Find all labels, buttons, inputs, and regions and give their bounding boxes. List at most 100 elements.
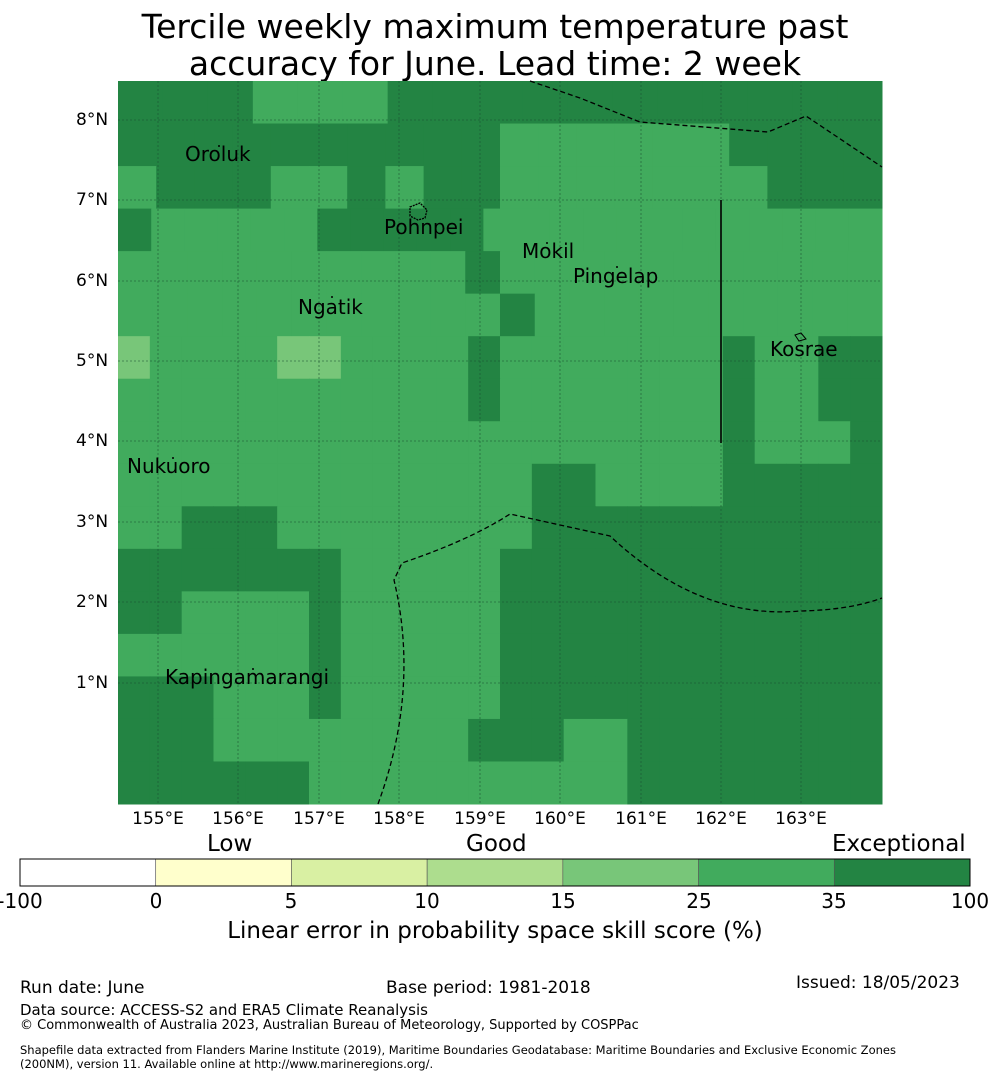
skill-cell: [340, 378, 374, 422]
skill-cell: [743, 251, 779, 295]
skill-cell: [500, 506, 533, 550]
colorbar-tick-label: 10: [414, 889, 440, 913]
skill-cell: [659, 761, 692, 805]
skill-cell: [340, 548, 374, 592]
skill-cell: [270, 123, 310, 167]
atoll-dot-icon: [616, 266, 618, 268]
skill-cell: [563, 421, 596, 465]
skill-cell: [595, 591, 628, 635]
skill-cell: [576, 166, 616, 210]
skill-cell: [818, 506, 851, 550]
skill-cell: [181, 633, 214, 677]
skill-cell: [245, 506, 278, 550]
skill-cell: [747, 81, 793, 125]
skill-cell: [708, 251, 744, 295]
skill-cell: [483, 208, 518, 252]
skill-cell: [118, 591, 151, 635]
skill-cell: [468, 506, 501, 550]
skill-cell: [181, 421, 214, 465]
skill-cell: [404, 336, 437, 380]
place-label-mokil: Mokil: [522, 239, 575, 263]
skill-cell: [786, 506, 819, 550]
skill-cell: [194, 123, 234, 167]
skill-cell: [563, 463, 596, 507]
skill-cell: [404, 548, 437, 592]
skill-cell: [722, 463, 756, 507]
skill-cell: [423, 123, 463, 167]
skill-cell: [673, 293, 709, 337]
skill-cell: [627, 378, 660, 422]
skill-cell: [461, 123, 501, 167]
lon-label: 155°E: [132, 809, 184, 829]
skill-cell: [118, 718, 151, 762]
skill-cell: [722, 633, 756, 677]
skill-cell: [340, 336, 374, 380]
skill-cell: [522, 81, 568, 125]
skill-cell: [500, 421, 533, 465]
skill-cell: [436, 761, 469, 805]
skill-cell: [638, 251, 675, 295]
skill-cell: [207, 81, 254, 125]
skill-cell: [118, 463, 151, 507]
skill-cell: [149, 548, 183, 592]
colorbar-tick-label: 0: [149, 889, 163, 913]
skill-cell: [649, 208, 684, 252]
skill-cell: [500, 548, 533, 592]
skill-cell: [430, 251, 466, 295]
skill-cell: [847, 293, 883, 337]
skill-cell: [722, 336, 756, 380]
place-label-kosrae: Kosrae: [770, 337, 838, 361]
skill-cell: [691, 591, 724, 635]
skill-cell: [385, 123, 425, 167]
skill-cell: [256, 293, 293, 337]
skill-cell: [213, 761, 246, 805]
skill-cell: [767, 123, 807, 167]
skill-cell: [627, 633, 660, 677]
skill-cell: [531, 591, 565, 635]
skill-cell: [538, 166, 577, 210]
skill-cell: [340, 463, 374, 507]
skill-cell: [754, 676, 787, 720]
skill-cell: [534, 293, 570, 337]
skill-cell: [659, 378, 692, 422]
skill-cell: [436, 421, 469, 465]
skill-cell: [385, 166, 425, 210]
skill-cell: [250, 208, 285, 252]
skill-cell: [213, 676, 246, 720]
skill-cell: [372, 761, 405, 805]
skill-cell: [652, 123, 692, 167]
skill-cell: [569, 251, 605, 295]
lat-label: 2°N: [76, 592, 109, 612]
skill-cell: [812, 293, 848, 337]
place-label-pingelap: Pingelap: [573, 264, 659, 288]
lon-label: 163°E: [775, 809, 827, 829]
skill-cell: [213, 548, 246, 592]
skill-cell: [277, 336, 310, 380]
skill-cell: [691, 421, 724, 465]
skill-cell: [659, 421, 692, 465]
skill-cell: [777, 251, 814, 295]
skill-cell: [372, 506, 405, 550]
skill-cell: [432, 81, 479, 125]
skill-cell: [563, 591, 596, 635]
skill-cell: [500, 123, 539, 167]
skill-cell: [652, 166, 692, 210]
skill-cell: [277, 676, 310, 720]
skill-cell: [361, 293, 397, 337]
skill-cell: [627, 676, 660, 720]
lon-label: 158°E: [373, 809, 425, 829]
skill-cell: [187, 293, 223, 337]
skill-cell: [754, 506, 787, 550]
skill-cell: [812, 251, 848, 295]
skill-cell: [213, 421, 246, 465]
skill-cell: [309, 718, 342, 762]
skill-cell: [340, 676, 374, 720]
skill-cell: [722, 591, 756, 635]
skill-cell: [245, 591, 278, 635]
skill-cell: [372, 421, 405, 465]
skill-cell: [465, 293, 501, 337]
skill-cell: [786, 336, 819, 380]
run-date: Run date: June: [20, 978, 145, 998]
skill-cell: [569, 293, 605, 337]
skill-cell: [531, 421, 565, 465]
